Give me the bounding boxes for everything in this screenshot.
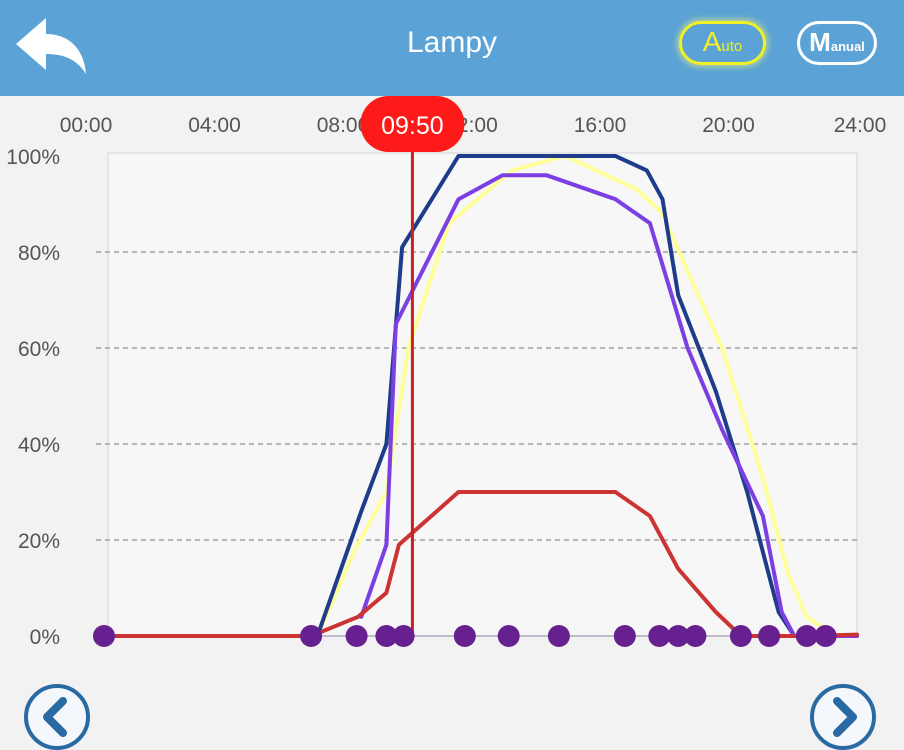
y-tick-label: 40% (18, 434, 60, 457)
auto-label-initial: A (702, 26, 722, 57)
y-tick-label: 20% (18, 530, 60, 553)
auto-label-rest: uto (721, 38, 743, 55)
series-line-1 (315, 154, 859, 638)
schedule-point[interactable] (814, 625, 837, 647)
y-tick-label: 0% (30, 626, 60, 649)
schedule-point[interactable] (758, 625, 781, 647)
schedule-point[interactable] (613, 625, 636, 647)
chart-grid (96, 152, 858, 637)
schedule-point[interactable] (729, 625, 752, 647)
x-tick-label: 16:00 (574, 114, 627, 137)
schedule-point[interactable] (667, 625, 690, 647)
x-tick-label: 00:00 (60, 114, 113, 137)
x-tick-label: 08:00 (317, 114, 370, 137)
schedule-point[interactable] (345, 625, 368, 647)
schedule-point[interactable] (648, 625, 671, 647)
y-tick-label: 100% (6, 146, 60, 169)
schedule-point[interactable] (300, 625, 323, 647)
y-tick-label: 60% (18, 338, 60, 361)
series-line-0 (315, 154, 859, 638)
lighting-schedule-chart[interactable]: 0%20%40%60%80%100%00:00 04:00 08:00 12:00 16… (0, 96, 904, 676)
chevron-left-icon (43, 697, 67, 737)
manual-label-initial: M (809, 27, 831, 57)
time-cursor-badge[interactable] (360, 96, 465, 152)
back-button[interactable] (12, 14, 90, 80)
plot-area (107, 152, 858, 637)
x-tick-label: 20:00 (702, 114, 755, 137)
schedule-point[interactable] (392, 625, 415, 647)
x-tick-label: 04:00 (188, 114, 241, 137)
schedule-point[interactable] (547, 625, 570, 647)
time-cursor-label: 09:50 (381, 112, 444, 140)
schedule-point[interactable] (497, 625, 520, 647)
back-arrow-icon (16, 18, 86, 74)
x-tick-label: 24:00 (834, 114, 887, 137)
page-title: Lampy (406, 26, 498, 59)
time-cursor[interactable]: 09:50 (360, 96, 465, 636)
chevron-right-icon (833, 697, 857, 737)
schedule-point[interactable] (684, 625, 707, 647)
schedule-points[interactable] (93, 625, 837, 647)
schedule-point[interactable] (795, 625, 818, 647)
series-line-2 (359, 173, 859, 638)
schedule-point[interactable] (93, 625, 115, 647)
schedule-point[interactable] (453, 625, 476, 647)
previous-button[interactable] (24, 684, 90, 750)
manual-label-rest: anual (830, 39, 865, 54)
next-button[interactable] (810, 684, 876, 750)
schedule-point[interactable] (375, 625, 398, 647)
y-tick-label: 80% (18, 242, 60, 265)
